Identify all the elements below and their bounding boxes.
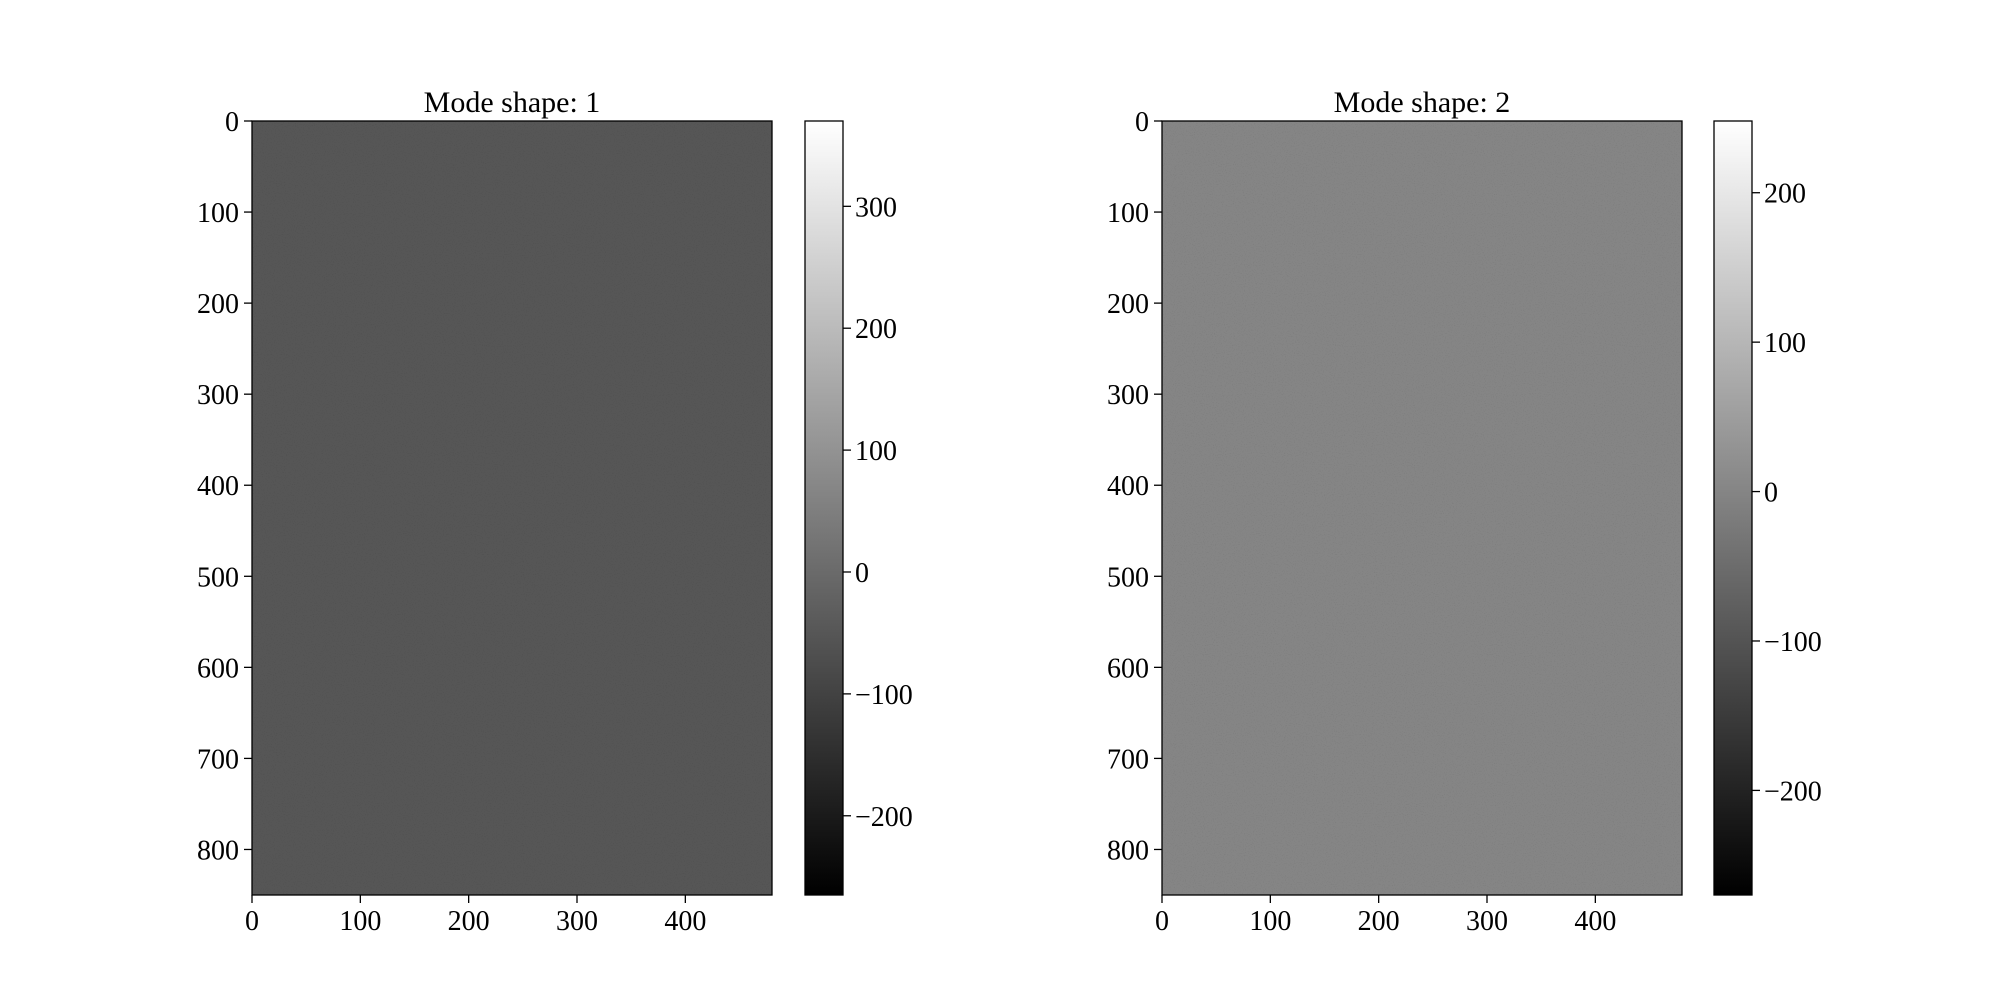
mode-shape-1-colorbar-tick-label: 200 — [855, 314, 897, 345]
mode-shape-2-colorbar — [1714, 121, 1752, 895]
mode-shape-2-y-axis: 0 100 200 300 400 500 600 700 800 — [1107, 107, 1162, 866]
mode-shape-2-colorbar-tick-label: 0 — [1764, 478, 1778, 509]
mode-shape-2-heatmap-noise — [1162, 121, 1682, 895]
mode-shape-1-y-tick-label: 0 — [225, 107, 239, 138]
mode-shape-2-colorbar-frame — [1713, 120, 1753, 896]
mode-shape-1-x-tick-label: 100 — [339, 906, 381, 937]
mode-shape-1-axes-frame — [251, 120, 773, 896]
mode-shape-2-x-tick-label: 300 — [1466, 906, 1508, 937]
mode-shape-2-colorbar-tick-label: 100 — [1764, 328, 1806, 359]
mode-shape-2-axes-frame — [1161, 120, 1683, 896]
mode-shape-2-y-tick-label: 800 — [1107, 835, 1149, 866]
mode-shape-2-y-tick-label: 0 — [1135, 107, 1149, 138]
mode-shape-1-x-tick-label: 300 — [556, 906, 598, 937]
mode-shape-1-colorbar-tick-label: 100 — [855, 436, 897, 467]
mode-shape-1-y-tick-label: 800 — [197, 835, 239, 866]
mode-shape-2-x-tick-label: 100 — [1249, 906, 1291, 937]
mode-shape-2-x-tick-label: 0 — [1155, 906, 1169, 937]
mode-shape-1-colorbar — [805, 121, 843, 895]
mode-shape-1-y-tick-label: 400 — [197, 471, 239, 502]
mode-shape-1-y-tick-label: 100 — [197, 198, 239, 229]
mode-shape-2-x-axis: 0 100 200 300 400 — [1155, 895, 1616, 937]
mode-shape-2-y-tick-label: 300 — [1107, 380, 1149, 411]
mode-shape-1-x-axis: 0 100 200 300 400 — [245, 895, 706, 937]
mode-shape-2-y-tick-label: 100 — [1107, 198, 1149, 229]
mode-shape-2-y-tick-label: 600 — [1107, 653, 1149, 684]
mode-shape-2-colorbar-tick-label: −100 — [1764, 627, 1822, 658]
mode-shape-1-colorbar-axis: −200 −100 0 100 200 300 — [843, 192, 913, 833]
mode-shape-2-y-tick-label: 700 — [1107, 744, 1149, 775]
mode-shape-2-x-tick-label: 400 — [1574, 906, 1616, 937]
mode-shape-2-y-tick-label: 200 — [1107, 289, 1149, 320]
mode-shape-2-title: Mode shape: 2 — [1334, 86, 1511, 119]
mode-shape-2-colorbar-axis: −200 −100 0 100 200 — [1752, 179, 1822, 807]
mode-shape-1-colorbar-tick-label: 0 — [855, 558, 869, 589]
mode-shape-1-heatmap-noise — [252, 121, 772, 895]
mode-shape-1-x-tick-label: 400 — [664, 906, 706, 937]
mode-shape-1-y-tick-label: 600 — [197, 653, 239, 684]
mode-shape-1-x-tick-label: 0 — [245, 906, 259, 937]
mode-shape-1-title: Mode shape: 1 — [424, 86, 601, 119]
mode-shape-1-colorbar-tick-label: −100 — [855, 680, 913, 711]
mode-shape-1-x-tick-label: 200 — [448, 906, 490, 937]
mode-shape-1-y-tick-label: 500 — [197, 562, 239, 593]
mode-shape-1-y-tick-label: 200 — [197, 289, 239, 320]
mode-shape-1-y-tick-label: 700 — [197, 744, 239, 775]
mode-shape-2-colorbar-tick-label: −200 — [1764, 776, 1822, 807]
mode-shape-1-y-tick-label: 300 — [197, 380, 239, 411]
mode-shape-1-colorbar-tick-label: 300 — [855, 192, 897, 223]
mode-shape-1-y-axis: 0 100 200 300 400 500 600 700 800 — [197, 107, 252, 866]
mode-shape-1-colorbar-frame — [804, 120, 844, 896]
mode-shape-2-y-tick-label: 400 — [1107, 471, 1149, 502]
mode-shape-2-panel: Mode shape: 2 0 100 200 300 400 0 100 200 300 40… — [1107, 86, 1822, 937]
mode-shape-1-colorbar-tick-label: −200 — [855, 802, 913, 833]
mode-shape-2-colorbar-tick-label: 200 — [1764, 179, 1806, 210]
mode-shape-2-x-tick-label: 200 — [1358, 906, 1400, 937]
mode-shape-2-y-tick-label: 500 — [1107, 562, 1149, 593]
mode-shape-1-panel: Mode shape: 1 0 100 200 300 400 0 100 200 300 40… — [197, 86, 913, 937]
